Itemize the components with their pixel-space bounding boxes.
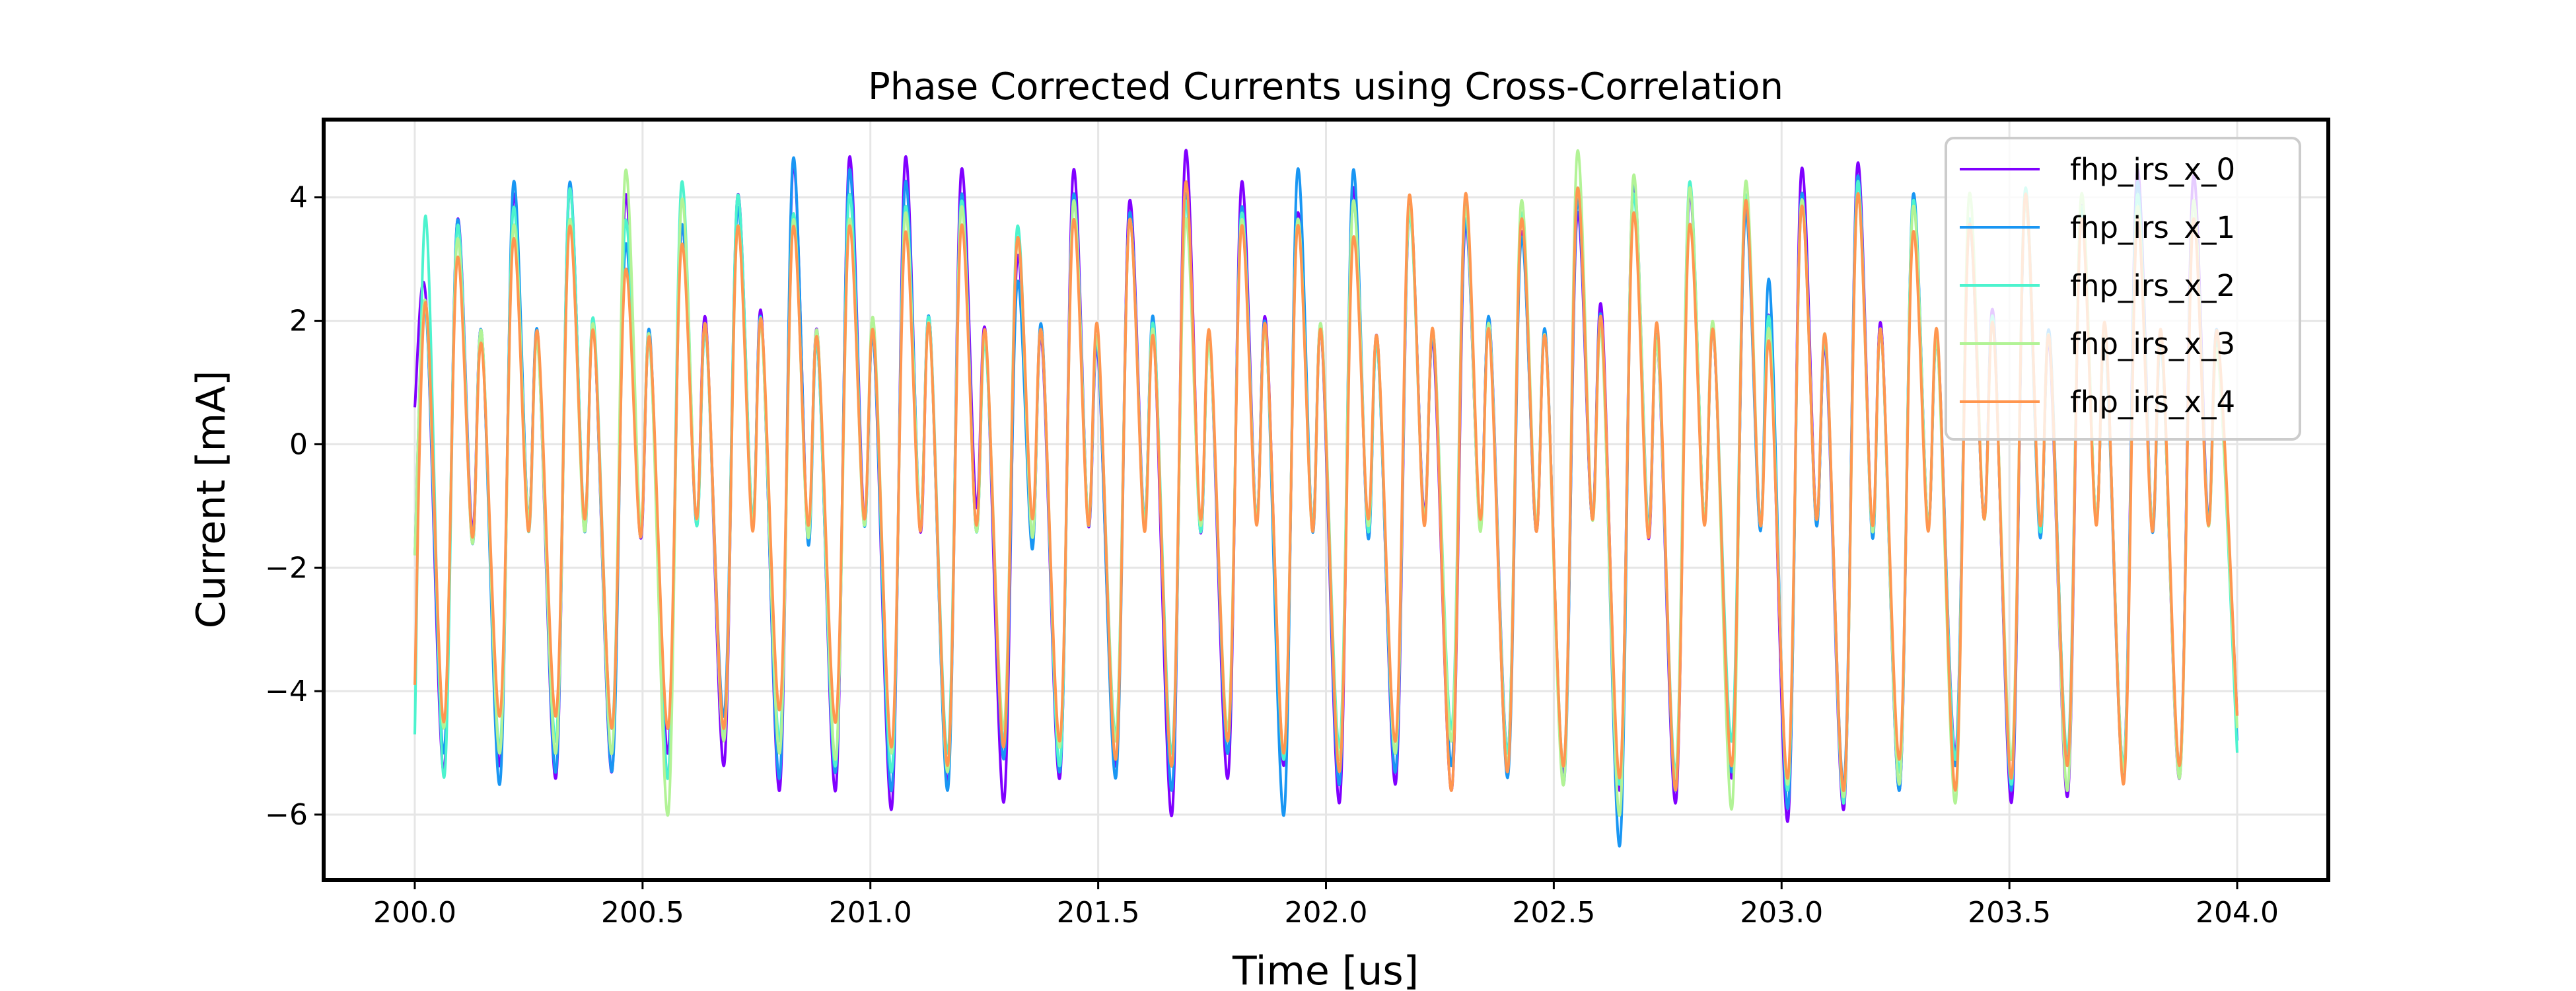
y-tick-label: 0 (289, 427, 308, 461)
legend-entry: fhp_irs_x_2 (2070, 268, 2235, 303)
y-tick-label: 4 (289, 181, 308, 215)
y-tick-label: 2 (289, 305, 308, 338)
x-tick-label: 201.5 (1057, 896, 1140, 930)
y-tick-label: −2 (265, 551, 308, 585)
x-tick-label: 203.0 (1740, 896, 1823, 930)
legend-box (1945, 137, 2301, 441)
y-axis-label: Current [mA] (188, 371, 234, 629)
x-tick-label: 202.0 (1285, 896, 1368, 930)
axis-ticks: 200.0 200.5 201.0 201.5 202.0 202.5 203.0 203.5… (265, 181, 2279, 930)
legend: fhp_irs_x_0 fhp_irs_x_1 fhp_irs_x_2 fhp_irs… (1945, 137, 2301, 441)
y-tick-label: −4 (265, 675, 308, 708)
x-axis-label: Time [us] (1232, 948, 1419, 991)
x-tick-label: 203.5 (1968, 896, 2051, 930)
legend-entry: fhp_irs_x_3 (2070, 326, 2235, 361)
legend-entry: fhp_irs_x_1 (2070, 210, 2235, 245)
series-lines (413, 149, 2238, 848)
x-tick-label: 204.0 (2196, 896, 2279, 930)
x-tick-label: 202.5 (1512, 896, 1595, 930)
legend-entry: fhp_irs_x_0 (2070, 152, 2235, 187)
y-tick-label: −6 (265, 798, 308, 832)
x-tick-label: 200.5 (601, 896, 684, 930)
legend-entry: fhp_irs_x_4 (2070, 385, 2235, 420)
x-tick-label: 201.0 (829, 896, 912, 930)
x-tick-label: 200.0 (373, 896, 456, 930)
chart-title: Phase Corrected Currents using Cross-Cor… (868, 65, 1783, 108)
series-line-fhp-irs-x-4 (413, 180, 2238, 792)
